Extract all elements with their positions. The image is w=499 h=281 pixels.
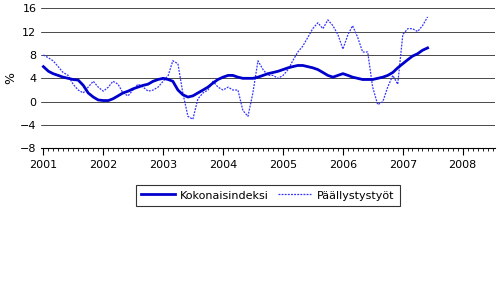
- Y-axis label: %: %: [4, 72, 17, 84]
- Line: Kokonaisindeksi: Kokonaisindeksi: [43, 48, 428, 101]
- Line: Päällystystyöt: Päällystystyöt: [43, 17, 428, 119]
- Legend: Kokonaisindeksi, Päällystystyöt: Kokonaisindeksi, Päällystystyöt: [136, 185, 400, 206]
